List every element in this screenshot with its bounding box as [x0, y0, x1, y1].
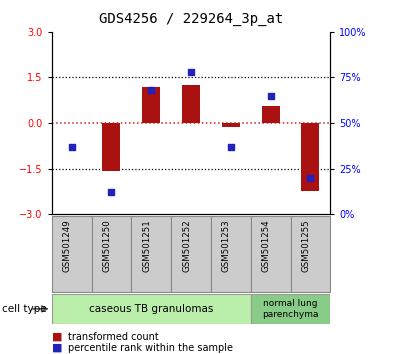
Text: GSM501250: GSM501250 [102, 220, 111, 273]
Point [188, 69, 194, 75]
Text: ■: ■ [52, 332, 62, 342]
Text: normal lung
parenchyma: normal lung parenchyma [262, 299, 319, 319]
Text: GSM501253: GSM501253 [222, 220, 231, 273]
Bar [302, 123, 319, 192]
Point [108, 189, 115, 195]
Point [267, 93, 274, 98]
Bar [261, 106, 279, 123]
FancyBboxPatch shape [251, 216, 291, 292]
FancyBboxPatch shape [131, 216, 171, 292]
Point [148, 87, 154, 93]
Text: cell type: cell type [2, 304, 47, 314]
Point [68, 144, 75, 149]
Text: caseous TB granulomas: caseous TB granulomas [89, 304, 213, 314]
FancyBboxPatch shape [171, 216, 211, 292]
FancyBboxPatch shape [211, 216, 251, 292]
Text: GSM501254: GSM501254 [261, 220, 271, 273]
FancyBboxPatch shape [52, 294, 251, 324]
Bar [142, 86, 160, 123]
Text: percentile rank within the sample: percentile rank within the sample [68, 343, 233, 353]
Text: GSM501255: GSM501255 [301, 220, 310, 273]
Point [228, 144, 234, 149]
Text: GSM501251: GSM501251 [142, 220, 151, 273]
Text: ■: ■ [52, 343, 62, 353]
FancyBboxPatch shape [52, 216, 92, 292]
Point [307, 175, 314, 181]
Text: GSM501252: GSM501252 [182, 220, 191, 273]
Bar [182, 85, 200, 123]
Text: GDS4256 / 229264_3p_at: GDS4256 / 229264_3p_at [99, 12, 283, 27]
Text: GSM501249: GSM501249 [62, 220, 72, 272]
Text: transformed count: transformed count [68, 332, 158, 342]
FancyBboxPatch shape [251, 294, 330, 324]
FancyBboxPatch shape [92, 216, 131, 292]
Bar [102, 123, 120, 171]
FancyBboxPatch shape [291, 216, 330, 292]
Bar [222, 123, 240, 127]
